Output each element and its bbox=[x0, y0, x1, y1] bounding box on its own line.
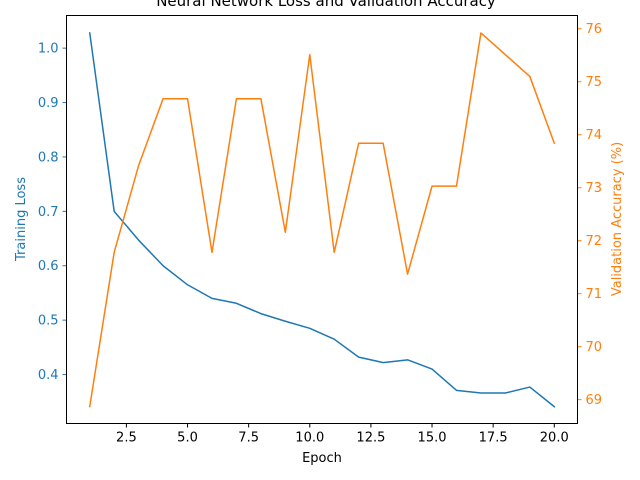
right-y-tick-label: 71 bbox=[586, 287, 603, 302]
left-y-axis: 0.4 0.5 0.6 0.7 0.8 0.9 1.0 bbox=[38, 42, 67, 383]
right-y-tick-label: 74 bbox=[586, 128, 603, 143]
right-y-tick-label: 76 bbox=[586, 22, 603, 37]
x-axis: 2.5 5.0 7.5 10.0 12.5 15.0 17.5 20.0 bbox=[116, 423, 569, 446]
x-tick-label: 7.5 bbox=[238, 431, 259, 446]
x-tick-label: 12.5 bbox=[356, 431, 385, 446]
x-tick-label: 15.0 bbox=[418, 431, 447, 446]
right-y-tick-label: 72 bbox=[586, 234, 603, 249]
chart-title: Neural Network Loss and Validation Accur… bbox=[156, 0, 496, 10]
x-tick-label: 17.5 bbox=[479, 431, 508, 446]
right-y-tick-label: 70 bbox=[586, 340, 603, 355]
right-y-tick-label: 73 bbox=[586, 181, 603, 196]
left-y-tick-label: 0.9 bbox=[38, 96, 59, 111]
x-tick-label: 20.0 bbox=[540, 431, 569, 446]
x-tick-label: 10.0 bbox=[295, 431, 324, 446]
right-y-axis: 69 70 71 72 73 74 75 76 bbox=[577, 22, 603, 408]
left-y-tick-label: 0.4 bbox=[38, 368, 59, 383]
x-axis-label: Epoch bbox=[302, 451, 342, 466]
training-loss-line bbox=[88, 32, 556, 408]
left-y-tick-label: 1.0 bbox=[38, 42, 59, 57]
left-y-tick-label: 0.6 bbox=[38, 259, 59, 274]
left-y-tick-label: 0.7 bbox=[38, 205, 59, 220]
x-tick-label: 2.5 bbox=[116, 431, 137, 446]
left-y-tick-label: 0.8 bbox=[38, 150, 59, 165]
right-y-tick-label: 75 bbox=[586, 75, 603, 90]
left-y-axis-label: Training Loss bbox=[14, 177, 29, 262]
left-y-tick-label: 0.5 bbox=[38, 314, 59, 329]
plot-area bbox=[88, 32, 556, 408]
plot-frame bbox=[66, 15, 578, 424]
validation-accuracy-line bbox=[88, 32, 556, 408]
right-y-axis-label: Validation Accuracy (%) bbox=[610, 142, 625, 296]
x-tick-label: 5.0 bbox=[177, 431, 198, 446]
right-y-tick-label: 69 bbox=[586, 393, 603, 408]
